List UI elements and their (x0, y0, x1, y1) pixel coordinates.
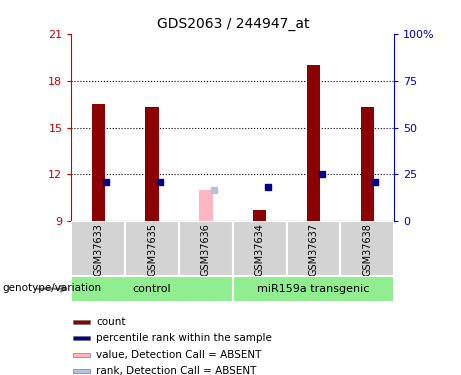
Bar (253, 210, 266, 221)
Bar (307, 65, 320, 221)
Text: GSM37637: GSM37637 (308, 223, 319, 276)
Text: count: count (96, 317, 125, 327)
Bar (71, 221, 125, 276)
Bar (340, 221, 394, 276)
Text: percentile rank within the sample: percentile rank within the sample (96, 333, 272, 343)
Bar (179, 221, 233, 276)
Bar (287, 221, 340, 276)
Bar (125, 221, 179, 276)
Text: value, Detection Call = ABSENT: value, Detection Call = ABSENT (96, 350, 261, 360)
Bar (73, 321, 90, 324)
Title: GDS2063 / 244947_at: GDS2063 / 244947_at (157, 17, 309, 32)
Bar (92, 104, 105, 221)
Bar (71, 276, 233, 302)
Bar (233, 221, 287, 276)
Text: rank, Detection Call = ABSENT: rank, Detection Call = ABSENT (96, 366, 256, 375)
Bar (199, 190, 213, 221)
Bar (361, 107, 374, 221)
Bar (233, 276, 394, 302)
Text: GSM37635: GSM37635 (147, 223, 157, 276)
Bar (73, 353, 90, 357)
Text: GSM37633: GSM37633 (93, 223, 103, 276)
Bar (73, 336, 90, 340)
Text: control: control (133, 284, 171, 294)
Text: GSM37634: GSM37634 (254, 223, 265, 276)
Text: GSM37636: GSM37636 (201, 223, 211, 276)
Text: GSM37638: GSM37638 (362, 223, 372, 276)
Text: miR159a transgenic: miR159a transgenic (257, 284, 370, 294)
Bar (73, 369, 90, 373)
Bar (145, 107, 159, 221)
Text: genotype/variation: genotype/variation (2, 284, 101, 293)
